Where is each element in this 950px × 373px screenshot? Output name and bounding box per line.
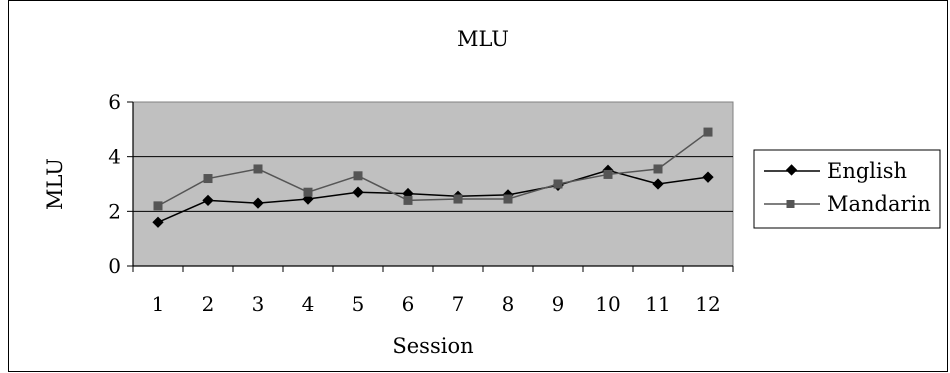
x-tick-label: 10 — [595, 292, 620, 316]
point-mandarin — [603, 169, 613, 179]
point-mandarin — [453, 194, 463, 204]
legend-label-mandarin: Mandarin — [827, 192, 931, 216]
series — [152, 127, 714, 228]
point-mandarin — [653, 164, 663, 174]
y-tick-label: 0 — [108, 254, 121, 278]
point-mandarin — [203, 174, 213, 184]
point-mandarin — [353, 171, 363, 181]
y-tick-label: 2 — [108, 199, 121, 223]
x-tick-label: 6 — [402, 292, 415, 316]
legend-marker-mandarin — [786, 200, 795, 208]
point-english — [152, 216, 164, 228]
y-tick-label: 4 — [108, 145, 121, 169]
point-mandarin — [303, 187, 313, 197]
x-tick-label: 9 — [552, 292, 565, 316]
y-axis-title: MLU — [43, 158, 67, 210]
y-tick-label: 6 — [108, 90, 121, 114]
x-tick-label: 12 — [695, 292, 720, 316]
x-tick-label: 1 — [152, 292, 165, 316]
point-english — [202, 194, 214, 207]
point-mandarin — [503, 194, 513, 204]
plot-area — [132, 101, 734, 267]
x-tick-label: 11 — [645, 292, 670, 316]
x-tick-label: 8 — [502, 292, 515, 316]
point-mandarin — [253, 164, 263, 174]
x-tick-label: 3 — [252, 292, 265, 316]
series-line-mandarin — [157, 131, 709, 207]
legend-marker-english — [785, 164, 798, 176]
series-line-english — [157, 169, 709, 223]
x-tick-label: 5 — [352, 292, 365, 316]
point-mandarin — [153, 201, 163, 211]
x-axis-title: Session — [392, 334, 473, 358]
point-mandarin — [553, 179, 563, 189]
axes — [127, 101, 734, 272]
point-english — [352, 186, 364, 198]
x-tick-label: 7 — [452, 292, 465, 316]
point-mandarin — [703, 127, 713, 137]
chart-title: MLU — [457, 27, 509, 51]
point-mandarin — [403, 195, 413, 205]
point-english — [652, 178, 664, 190]
x-tick-label: 4 — [302, 292, 315, 316]
legend-box — [753, 149, 941, 229]
legend: English Mandarin — [753, 149, 941, 229]
point-english — [702, 171, 714, 183]
point-english — [252, 197, 264, 209]
grid-lines — [133, 156, 733, 212]
x-tick-label: 2 — [202, 292, 215, 316]
legend-label-english: English — [827, 159, 907, 183]
